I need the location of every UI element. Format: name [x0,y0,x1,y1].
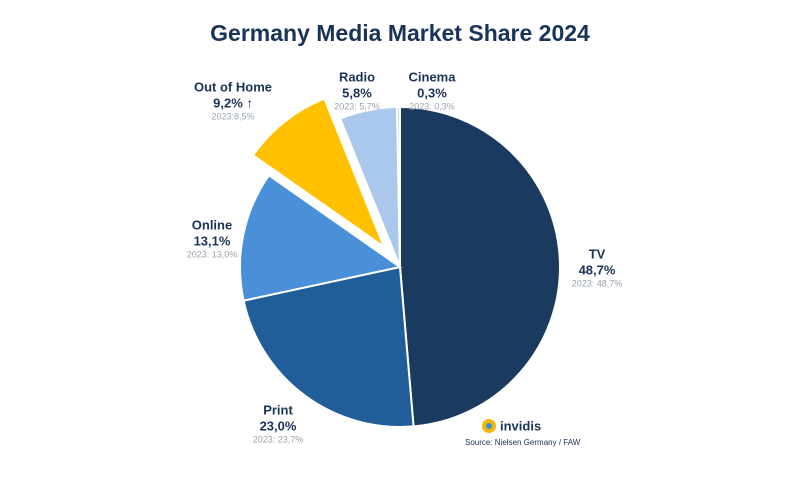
value-label: 48,7% [579,262,616,277]
slice-label: Print [263,402,293,417]
previous-label: 2023: 13,0% [187,249,238,259]
source: Source: Nielsen Germany / FAW [465,438,581,447]
pie-slice [242,265,415,428]
previous-label: 2023: 5,7% [334,101,380,111]
value-label: 0,3% [417,85,447,100]
slice-label: Online [192,217,232,232]
pie-slice [399,105,561,428]
slice-label: Out of Home [194,79,272,94]
logo-text: invidis [500,418,541,433]
logo-icon-center [486,423,492,429]
pie-slice [395,105,401,268]
chart-title: Germany Media Market Share 2024 [210,20,590,46]
pie-slice [251,97,387,250]
value-label: 5,8% [342,85,372,100]
slice-label: Radio [339,69,375,84]
slice-label: Cinema [409,69,457,84]
previous-label: 2023: 0,3% [409,101,455,111]
value-label: 13,1% [194,233,231,248]
previous-label: 2023: 23,7% [253,434,304,444]
value-label: 9,2% ↑ [213,95,253,110]
previous-label: 2023: 48,7% [572,278,623,288]
slice-label: TV [589,246,606,261]
pie-slice [239,173,403,302]
value-label: 23,0% [260,418,297,433]
previous-label: 2023:8,5% [211,111,254,121]
